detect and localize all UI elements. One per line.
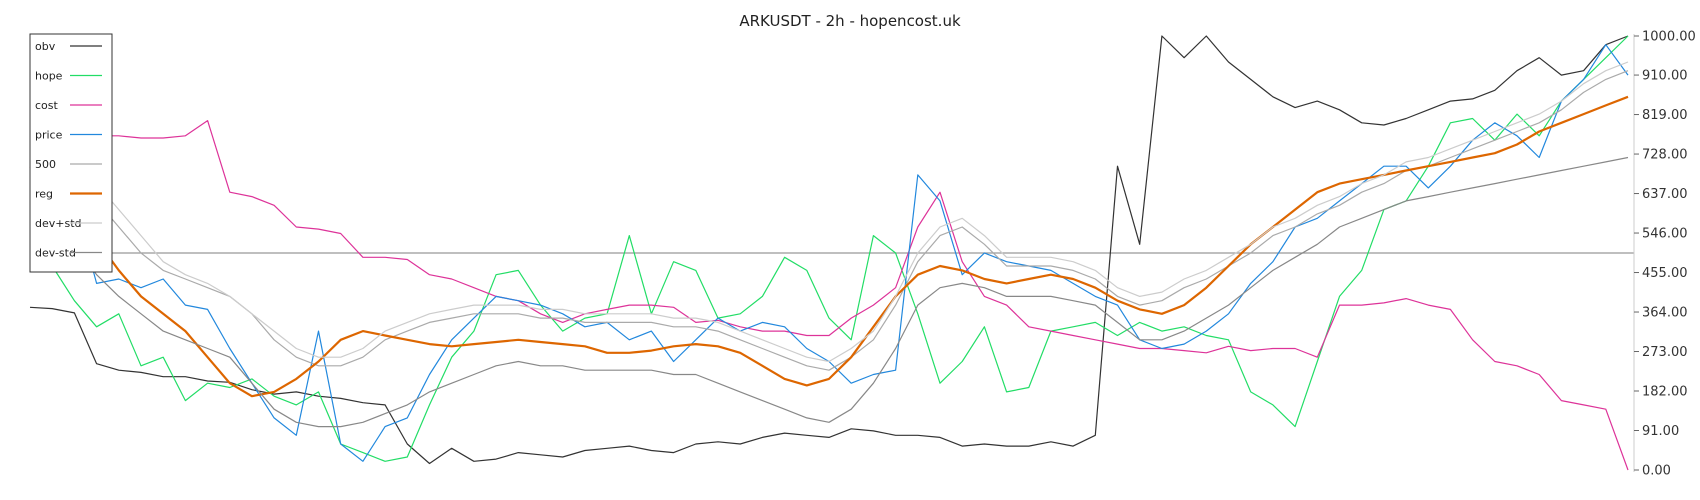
legend-label-price: price [35,129,63,142]
series-line-obv [29,35,1629,465]
legend-label-reg: reg [35,188,53,201]
y-axis: 1000.00 910.00 819.00 728.00 637.00 546.00 455… [1633,30,1696,479]
y-tick-label: 91.00 [1642,424,1679,439]
y-tick-label: 455.00 [1642,266,1688,281]
series-line-dev-std [29,156,1629,428]
series-line-reg [29,95,1629,398]
legend-box [29,33,113,273]
legend: obv hope cost price 500 reg dev+std dev-std [29,33,113,273]
legend-label-hope: hope [35,70,63,83]
y-tick-label: 910.00 [1642,69,1688,84]
y-tick-label: 182.00 [1642,385,1688,400]
legend-label-dev-std: dev-std [35,247,76,260]
legend-label-dev-std: dev+std [35,217,82,230]
chart-title: ARKUSDT - 2h - hopencost.uk [739,12,961,30]
legend-label-cost: cost [35,99,59,112]
legend-label-500: 500 [35,158,56,171]
y-tick-label: 546.00 [1642,227,1688,242]
series-line-500 [30,70,1629,371]
y-tick-label: 1000.00 [1642,30,1696,45]
y-tick-label: 364.00 [1642,306,1688,321]
y-tick-label: 819.00 [1642,108,1688,123]
series-line-hope [29,35,1629,462]
series-layer [29,35,1629,471]
y-tick-label: 728.00 [1642,148,1688,163]
y-tick-label: 637.00 [1642,187,1688,202]
y-tick-label: 0.00 [1642,464,1671,479]
series-line-cost [29,109,1629,471]
legend-label-obv: obv [35,40,56,53]
y-tick-label: 273.00 [1642,345,1688,360]
series-line-dev-std [29,61,1629,363]
